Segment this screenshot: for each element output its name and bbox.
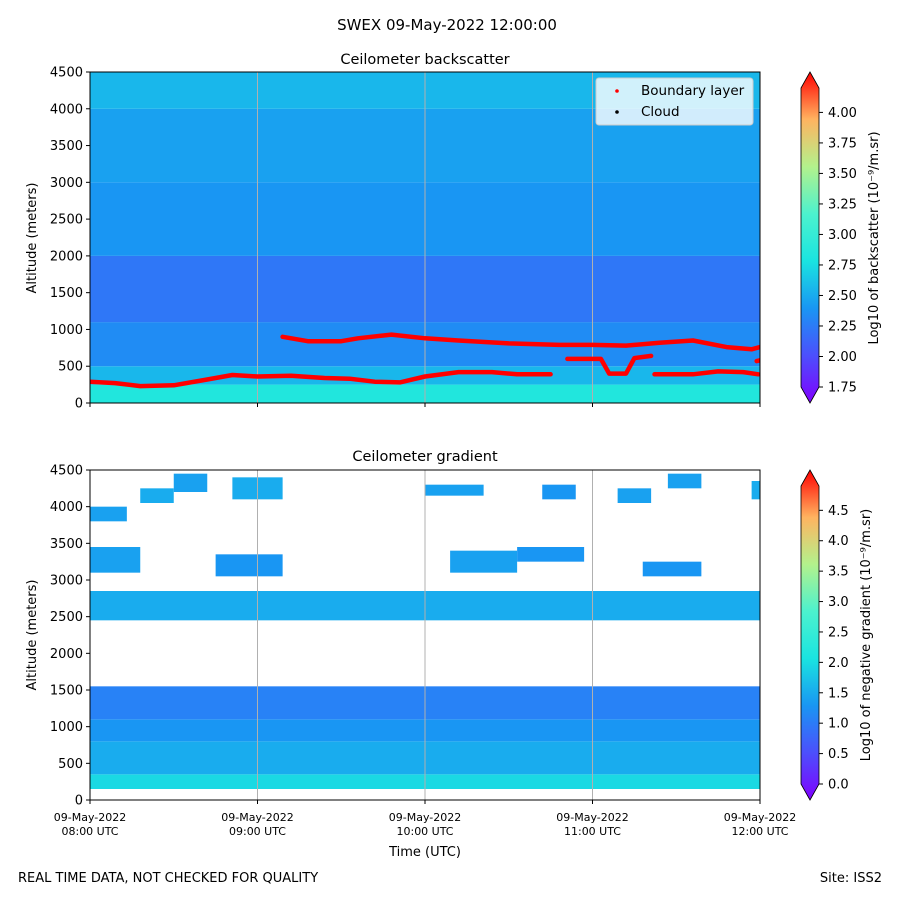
- top-boundary-layer: [90, 332, 760, 389]
- legend-cloud-label: Cloud: [641, 104, 680, 120]
- top-colorbar-ticks: 1.75 2.00 2.25 2.50 2.75 3.00 3.25 3.50 3.75 4.00: [819, 106, 857, 396]
- top-colorbar-label: Log10 of backscatter (10⁻⁹/m.sr): [867, 131, 882, 344]
- legend-box: [595, 77, 754, 126]
- colorbar-tick-label: 3.75: [828, 136, 857, 151]
- y-tick-label: 3000: [50, 176, 83, 191]
- colorbar-tick-label: 2.75: [828, 258, 857, 273]
- y-tick-label: 4500: [50, 464, 83, 479]
- y-tick-label: 0: [75, 794, 83, 809]
- x-tick-label-date: 09-May-2022: [389, 811, 461, 824]
- gradient-layer-15: [542, 484, 576, 500]
- colorbar-tick-label: 1.5: [828, 686, 849, 701]
- y-tick-label: 1500: [50, 286, 83, 301]
- y-tick-label: 2500: [50, 610, 83, 625]
- x-tick-label-date: 09-May-2022: [556, 811, 628, 824]
- colorbar-tick-label: 1.75: [828, 381, 857, 396]
- boundary-layer-trace-4: [754, 358, 760, 364]
- x-tick-label-time: 12:00 UTC: [731, 825, 788, 838]
- y-tick-label: 4000: [50, 102, 83, 117]
- y-tick-label: 1000: [50, 323, 83, 338]
- top-y-ticks: 0 500 1000 1500 2000 2500 3000 3500 4000 4500: [50, 66, 90, 412]
- boundary-layer-trace-1: [280, 332, 760, 352]
- boundary-layer-trace-2: [565, 353, 654, 376]
- y-tick-label: 0: [75, 397, 83, 412]
- colorbar-tick-label: 3.50: [828, 167, 857, 182]
- legend-boundary-layer-marker: [615, 89, 619, 93]
- gradient-layer-9: [642, 561, 702, 577]
- colorbar-tick-label: 2.25: [828, 319, 857, 334]
- gradient-layer-7: [450, 550, 518, 573]
- top-colorbar-bar: [800, 71, 820, 404]
- bottom-y-ticks: 0 500 1000 1500 2000 2500 3000 3500 4000 4500: [50, 464, 90, 809]
- bottom-y-axis-label: Altitude (meters): [25, 580, 40, 691]
- legend-boundary-layer-label: Boundary layer: [641, 83, 745, 99]
- gradient-layer-5: [90, 547, 141, 573]
- top-panel-title: Ceilometer backscatter: [340, 52, 509, 68]
- top-y-axis-label: Altitude (meters): [25, 183, 40, 294]
- y-tick-label: 500: [58, 360, 83, 375]
- x-tick-label-time: 10:00 UTC: [396, 825, 453, 838]
- gradient-layer-8: [517, 547, 585, 562]
- y-tick-label: 2000: [50, 249, 83, 264]
- gradient-layer-16: [617, 488, 652, 503]
- y-tick-label: 3500: [50, 139, 83, 154]
- colorbar-tick-label: 4.0: [828, 534, 849, 549]
- x-tick-label-time: 08:00 UTC: [61, 825, 118, 838]
- footer-site: Site: ISS2: [820, 871, 882, 886]
- bottom-panel-title: Ceilometer gradient: [352, 449, 498, 465]
- colorbar-tick-label: 2.5: [828, 625, 849, 640]
- x-tick-label-time: 11:00 UTC: [564, 825, 621, 838]
- y-tick-label: 3500: [50, 537, 83, 552]
- boundary-layer-trace-3: [652, 369, 760, 377]
- x-tick-label-date: 09-May-2022: [54, 811, 126, 824]
- colorbar-tick-label: 3.25: [828, 197, 857, 212]
- top-grid: [257, 72, 593, 403]
- colorbar-tick-label: 3.5: [828, 565, 849, 580]
- y-tick-label: 4000: [50, 500, 83, 515]
- boundary-layer-trace-0: [90, 369, 553, 389]
- gradient-layer-10: [90, 506, 127, 522]
- colorbar-tick-label: 0.5: [828, 747, 849, 762]
- y-tick-label: 1500: [50, 684, 83, 699]
- bottom-colorbar-bar: [800, 469, 820, 801]
- x-axis-label: Time (UTC): [388, 845, 461, 860]
- x-tick-label-date: 09-May-2022: [221, 811, 293, 824]
- gradient-layer-17: [667, 473, 702, 489]
- x-tick-label-time: 09:00 UTC: [229, 825, 286, 838]
- y-tick-label: 1000: [50, 720, 83, 735]
- gradient-layer-18: [751, 481, 760, 500]
- top-colorbar: 1.75 2.00 2.25 2.50 2.75 3.00 3.25 3.50 3.75 4.00…: [800, 71, 882, 404]
- colorbar-tick-label: 2.00: [828, 350, 857, 365]
- y-tick-label: 4500: [50, 66, 83, 81]
- y-tick-label: 2500: [50, 213, 83, 228]
- bottom-colorbar-ticks: 0.0 0.5 1.0 1.5 2.0 2.5 3.0 3.5 4.0 4.5: [819, 504, 849, 793]
- colorbar-tick-label: 2.0: [828, 656, 849, 671]
- y-tick-label: 3000: [50, 574, 83, 589]
- gradient-layer-12: [173, 473, 208, 492]
- colorbar-tick-label: 3.00: [828, 228, 857, 243]
- y-tick-label: 500: [58, 757, 83, 772]
- colorbar-tick-label: 2.50: [828, 289, 857, 304]
- top-legend: Boundary layer Cloud: [595, 77, 754, 126]
- colorbar-tick-label: 0.0: [828, 778, 849, 793]
- gradient-layer-14: [425, 484, 484, 496]
- bottom-colorbar: 0.0 0.5 1.0 1.5 2.0 2.5 3.0 3.5 4.0 4.5 Log10 of …: [800, 469, 874, 801]
- bottom-grid: [257, 470, 593, 800]
- colorbar-tick-label: 3.0: [828, 595, 849, 610]
- bottom-colorbar-label: Log10 of negative gradient (10⁻⁹/m.sr): [859, 509, 874, 762]
- colorbar-tick-label: 4.00: [828, 106, 857, 121]
- legend-cloud-marker: [615, 110, 619, 114]
- colorbar-tick-label: 1.0: [828, 717, 849, 732]
- figure-title: SWEX 09-May-2022 12:00:00: [337, 16, 557, 34]
- gradient-layer-6: [215, 554, 283, 577]
- y-tick-label: 2000: [50, 647, 83, 662]
- top-x-ticks: [89, 403, 761, 407]
- footer-quality-note: REAL TIME DATA, NOT CHECKED FOR QUALITY: [18, 871, 318, 886]
- x-tick-label-date: 09-May-2022: [724, 811, 796, 824]
- gradient-layer-11: [140, 488, 174, 503]
- colorbar-tick-label: 4.5: [828, 504, 849, 519]
